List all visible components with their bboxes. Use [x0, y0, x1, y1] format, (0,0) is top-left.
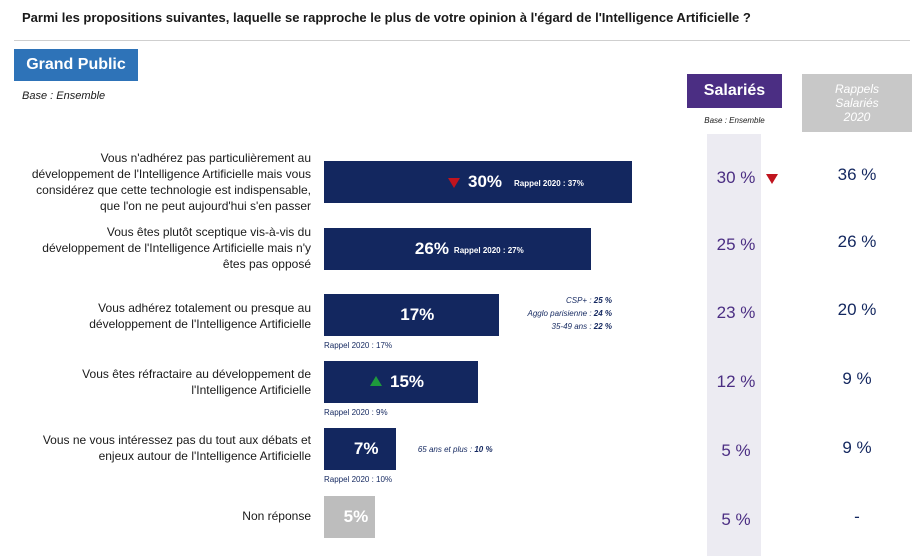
subgroup-note-label: 35-49 ans :: [551, 322, 594, 331]
rappels-value: -: [854, 507, 860, 526]
subgroup-note-line: 35-49 ans : 22 %: [528, 320, 612, 333]
rappels-header-line: 2020: [843, 110, 871, 124]
panel-badge: Grand Public: [14, 49, 138, 81]
bar: 26% Rappel 2020 : 27%: [324, 228, 591, 270]
bar: 7%: [324, 428, 396, 470]
salaries-header: Salariés: [687, 74, 782, 108]
subgroup-note: CSP+ : 25 % Agglo parisienne : 24 % 35-49 …: [528, 294, 613, 333]
rappels-header-line: Rappels: [834, 82, 880, 96]
subgroup-note-line: Agglo parisienne : 24 %: [528, 307, 613, 320]
header-divider: [14, 40, 910, 41]
salaries-value: 5 %: [721, 441, 751, 460]
salaries-value: 23 %: [716, 303, 756, 322]
salaries-value: 30 %: [716, 168, 756, 187]
salaries-value: 5 %: [721, 510, 751, 529]
category-label-line: développement de l'Intelligence Artifici…: [31, 167, 311, 181]
rappels-header: Rappels Salariés 2020: [802, 74, 912, 132]
trend-up-icon: [370, 376, 382, 386]
rappels-value: 9 %: [842, 369, 872, 388]
trend-down-icon: [448, 178, 460, 188]
bar-value-label: 30%: [468, 172, 503, 191]
category-label-line: Vous êtes plutôt sceptique vis-à-vis du: [106, 225, 311, 239]
question-title: Parmi les propositions suivantes, laquel…: [22, 10, 751, 25]
bar: 5%: [324, 496, 376, 538]
category-label: Non réponse: [242, 508, 311, 524]
subgroup-note-value: 25 %: [593, 296, 612, 305]
category-label-line: êtes pas opposé: [222, 257, 311, 271]
category-label-line: l'Intelligence Artificielle: [191, 383, 311, 397]
category-label: Vous ne vous intéressez pas du tout aux …: [43, 432, 311, 464]
bar: 15%: [324, 361, 478, 403]
category-label-line: Vous n'adhérez pas particulièrement au: [100, 151, 311, 165]
subgroup-note-value: 22 %: [593, 322, 612, 331]
rappel-2020-label: Rappel 2020 : 27%: [453, 246, 524, 255]
rappels-value: 20 %: [837, 300, 877, 319]
category-label-line: Vous êtes réfractaire au développement d…: [82, 367, 311, 381]
bar-value-label: 15%: [390, 372, 425, 391]
rappels-value: 9 %: [842, 438, 872, 457]
subgroup-note: 65 ans et plus : 10 %: [418, 443, 493, 456]
bar: 17%: [324, 294, 499, 336]
category-label-line: Vous ne vous intéressez pas du tout aux …: [42, 433, 311, 447]
rappel-2020-label: Rappel 2020 : 37%: [514, 179, 584, 188]
salaries-value: 25 %: [716, 235, 756, 254]
category-label-line: Vous adhérez totalement ou presque au: [98, 301, 311, 315]
subgroup-note-label: 65 ans et plus :: [417, 445, 475, 454]
bar-value-label: 26%: [414, 239, 449, 258]
rappels-value: 36 %: [837, 165, 877, 184]
bar-value-label: 17%: [400, 305, 435, 324]
subgroup-note-label: CSP+ :: [565, 296, 594, 305]
salaries-base-label: Base : Ensemble: [704, 116, 765, 125]
salaries-value: 12 %: [716, 372, 756, 391]
category-label-line: développement de l'Intelligence Artifici…: [42, 241, 311, 255]
rappels-header-line: Salariés: [835, 96, 879, 110]
category-label-line: Non réponse: [242, 509, 311, 523]
subgroup-note-line: CSP+ : 25 %: [528, 294, 612, 307]
subgroup-note-value: 10 %: [474, 445, 493, 454]
rappel-2020-label: Rappel 2020 : 10%: [324, 475, 393, 484]
bar-value-label: 5%: [343, 507, 369, 526]
rappel-2020-label: Rappel 2020 : 9%: [324, 408, 388, 417]
category-label: Vous n'adhérez pas particulièrement au dé…: [32, 150, 311, 214]
base-label: Base : Ensemble: [22, 90, 106, 102]
category-label: Vous êtes réfractaire au développement d…: [82, 366, 311, 398]
category-label: Vous êtes plutôt sceptique vis-à-vis du d…: [42, 224, 311, 272]
category-label-line: développement de l'Intelligence Artifici…: [89, 317, 311, 331]
salaries-column-background: [707, 134, 761, 556]
category-label-line: que l'on ne peut aujourd'hui s'en passer: [99, 199, 311, 213]
rappels-value: 26 %: [837, 232, 877, 251]
rappel-2020-label: Rappel 2020 : 17%: [324, 341, 393, 350]
category-label-line: enjeux autour de l'Intelligence Artifici…: [98, 449, 311, 463]
bar: 30% Rappel 2020 : 37%: [324, 161, 632, 203]
subgroup-note-label: Agglo parisienne :: [527, 309, 594, 318]
subgroup-note-line: 65 ans et plus : 10 %: [418, 443, 493, 456]
subgroup-note-value: 24 %: [593, 309, 612, 318]
bar-value-label: 7%: [353, 439, 379, 458]
trend-down-icon: [766, 174, 778, 184]
category-label-line: considérez que cette technologie est ind…: [36, 183, 311, 197]
category-label: Vous adhérez totalement ou presque au dév…: [89, 300, 311, 332]
